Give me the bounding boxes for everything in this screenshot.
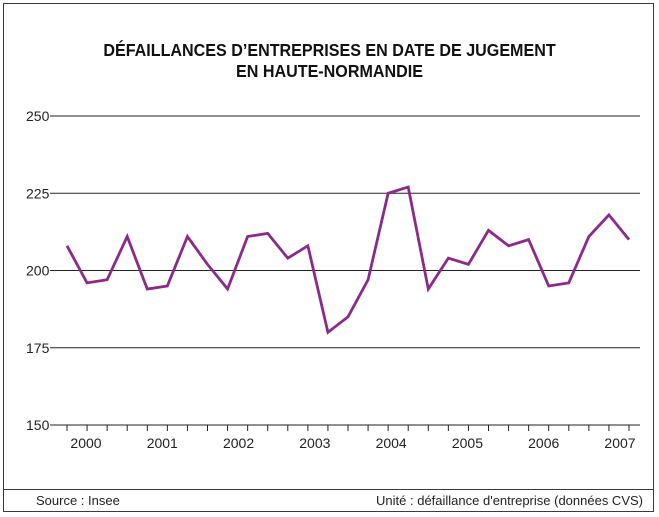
footer-divider (4, 489, 653, 490)
x-tick-label-2005: 2005 (452, 435, 483, 451)
chart-frame: DÉFAILLANCES D’ENTREPRISES EN DATE DE JU… (3, 3, 654, 512)
chart-title-line-2: EN HAUTE-NORMANDIE (236, 61, 423, 81)
x-tick-label-2006: 2006 (528, 435, 559, 451)
source-note: Source : Insee (36, 493, 120, 508)
x-tick-label-2000: 2000 (70, 435, 101, 451)
y-tick-label-175: 175 (26, 340, 50, 356)
y-tick-label-150: 150 (26, 417, 50, 433)
x-tick-label-2003: 2003 (299, 435, 330, 451)
chart-title: DÉFAILLANCES D’ENTREPRISES EN DATE DE JU… (30, 40, 629, 82)
series-line-0 (65, 185, 631, 335)
x-tick-label-2004: 2004 (376, 435, 407, 451)
y-tick-label-250: 250 (26, 108, 50, 124)
unit-note: Unité : défaillance d'entreprise (donnée… (376, 493, 643, 508)
y-tick-label-225: 225 (26, 185, 50, 201)
y-tick-label-200: 200 (26, 263, 50, 279)
x-tick-label-2007: 2007 (604, 435, 635, 451)
x-tick-label-2001: 2001 (147, 435, 178, 451)
chart-title-line-1: DÉFAILLANCES D’ENTREPRISES EN DATE DE JU… (103, 40, 556, 60)
x-tick-label-2002: 2002 (223, 435, 254, 451)
